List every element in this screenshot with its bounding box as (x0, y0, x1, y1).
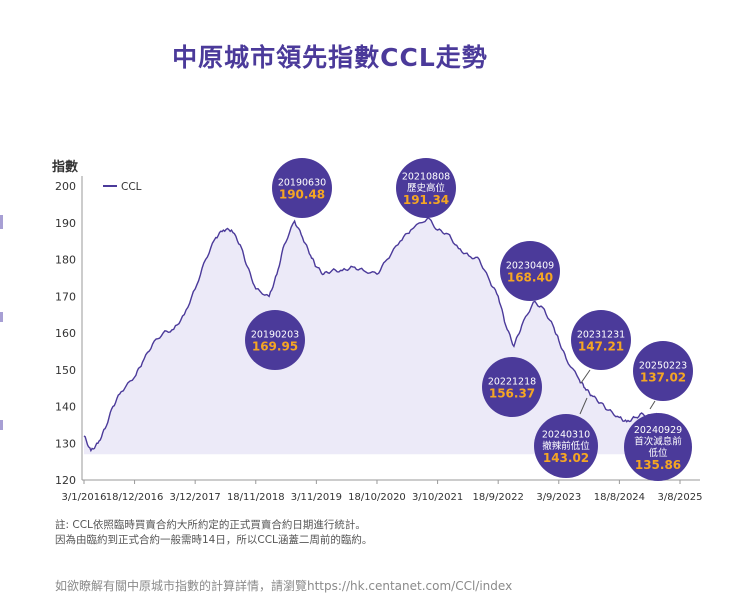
x-tick-label: 18/9/2022 (473, 492, 524, 503)
annotation-arrow (579, 397, 588, 415)
x-tick-label: 18/12/2016 (106, 492, 164, 503)
annotation-value: 156.37 (489, 386, 535, 400)
annotation-date: 20240929 (634, 425, 682, 436)
ccl-series-line (83, 216, 659, 453)
x-tick-label: 3/8/2025 (658, 492, 703, 503)
x-tick-label: 3/11/2019 (291, 492, 342, 503)
annotation-bubble-20250223 (633, 341, 693, 401)
annotation-date: 20230409 (506, 260, 554, 271)
annotation-date: 20190630 (278, 177, 326, 188)
y-tick-label: 160 (55, 327, 76, 340)
x-tick-label: 18/10/2020 (348, 492, 406, 503)
annotation-value: 135.86 (635, 458, 681, 472)
annotation-bubble-20231231 (571, 310, 631, 370)
annotation-date: 20240310 (542, 430, 590, 441)
annotation-date: 20210808 (402, 172, 450, 183)
x-tick-label: 3/9/2023 (536, 492, 581, 503)
annotation-note: 低位 (648, 447, 668, 459)
annotation-bubble-20230409 (500, 241, 560, 301)
annotation-arrow (580, 369, 591, 384)
y-tick-label: 200 (55, 180, 76, 193)
x-tick-label: 3/12/2017 (170, 492, 221, 503)
annotation-date: 20231231 (577, 329, 625, 340)
footnote-line-1: 註: CCL依照臨時買賣合約大所約定的正式買賣合約日期進行統計。 (55, 519, 366, 531)
x-tick-label: 3/10/2021 (412, 492, 463, 503)
annotation-bubble-20240929 (624, 413, 692, 481)
annotation-bubble-20221218 (482, 357, 542, 417)
x-tick-label: 18/11/2018 (227, 492, 285, 503)
annotation-bubble-20190630 (272, 158, 332, 218)
annotation-value: 190.48 (279, 187, 325, 201)
annotation-note: 歷史高位 (407, 182, 446, 194)
annotation-note: 撤辣前低位 (542, 440, 590, 452)
annotation-value: 137.02 (640, 370, 686, 384)
source-link-text: 如欲瞭解有關中原城市指數的計算詳情，請瀏覽https://hk.centanet… (55, 579, 513, 593)
y-axis-label: 指數 (52, 159, 78, 175)
annotation-bubble-20240310 (534, 414, 598, 478)
y-tick-label: 170 (55, 290, 76, 303)
annotation-value: 147.21 (578, 339, 624, 353)
y-tick-label: 190 (55, 217, 76, 230)
annotation-value: 169.95 (252, 339, 298, 353)
annotation-bubble-20210808 (396, 158, 456, 218)
legend-label: CCL (121, 181, 142, 193)
footnote: 註: CCL依照臨時買賣合約大所約定的正式買賣合約日期進行統計。 因為由臨約到正… (55, 518, 372, 548)
y-tick-label: 150 (55, 364, 76, 377)
y-tick-label: 180 (55, 254, 76, 267)
y-tick-label: 120 (55, 474, 76, 487)
annotation-arrow (649, 400, 656, 410)
annotation-date: 20221218 (488, 376, 536, 387)
annotation-value: 191.34 (403, 193, 449, 207)
x-tick-label: 18/8/2024 (594, 492, 645, 503)
x-tick-label: 3/1/2016 (62, 492, 107, 503)
annotation-note: 首次減息前 (634, 435, 682, 447)
annotation-bubble-20190203 (245, 310, 305, 370)
annotation-date: 20190203 (251, 329, 299, 340)
y-tick-label: 140 (55, 401, 76, 414)
page-title: 中原城市領先指數CCL走勢 (172, 43, 488, 72)
footnote-line-2: 因為由臨約到正式合約一般需時14日，所以CCL涵蓋二周前的臨約。 (55, 534, 373, 546)
annotation-value: 143.02 (543, 451, 589, 465)
annotation-value: 168.40 (507, 270, 553, 284)
y-tick-label: 130 (55, 437, 76, 450)
annotation-date: 20250223 (639, 360, 687, 371)
